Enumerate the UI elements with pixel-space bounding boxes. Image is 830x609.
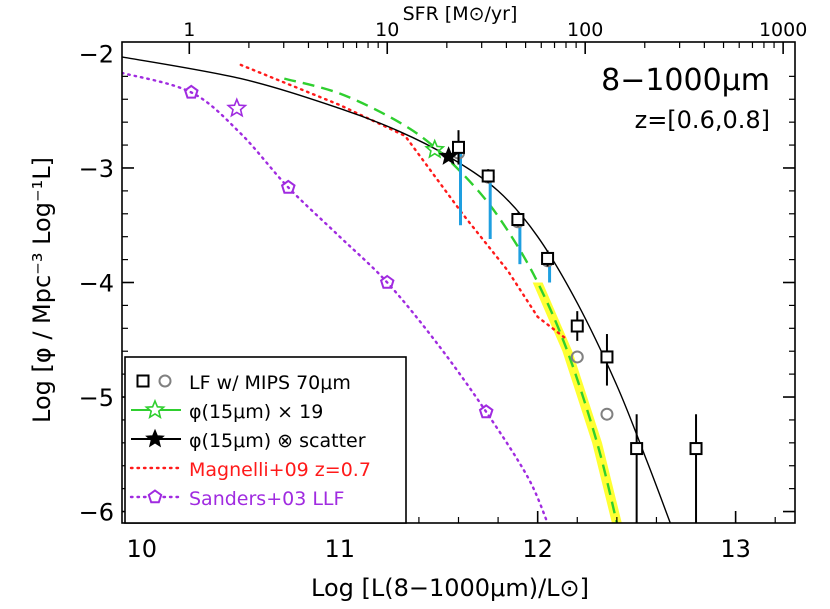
x-tick-label: 11 bbox=[324, 535, 355, 563]
grey-circle-4 bbox=[570, 350, 584, 364]
magnelli-line bbox=[239, 63, 569, 341]
mips-square-7 bbox=[689, 442, 703, 456]
mips-square-6 bbox=[630, 442, 644, 456]
plot-markers bbox=[183, 84, 703, 523]
x-tick-label: 13 bbox=[720, 535, 751, 563]
y-tick-label: −3 bbox=[79, 155, 114, 183]
legend-black-star-icon bbox=[145, 428, 165, 448]
sanders-llf-line bbox=[122, 71, 549, 523]
y-axis-label: Log [φ / Mpc⁻³ Log⁻¹L] bbox=[28, 157, 56, 423]
legend: LF w/ MIPS 70μm φ(15μm) × 19 φ(15μm) ⊗ sca… bbox=[124, 356, 407, 524]
phi15-scatter-star-0 bbox=[438, 146, 459, 165]
y-tick-label: −5 bbox=[79, 384, 114, 412]
legend-pentagon-icon bbox=[147, 489, 163, 504]
grey-circle-5 bbox=[600, 407, 614, 421]
sanders-pentagon-1 bbox=[280, 179, 296, 194]
sanders-pentagon-0 bbox=[183, 84, 199, 99]
mips-square-2 bbox=[511, 213, 525, 227]
legend-square-icon bbox=[136, 374, 150, 388]
x2-axis-label: SFR [M⊙/yr] bbox=[403, 3, 518, 25]
plot-axes: 10 11 12 13 −2 −3 −4 −5 −6 1 10 100 1000 bbox=[79, 19, 808, 563]
sanders-star-0 bbox=[226, 97, 248, 118]
x2-tick-label: 1 bbox=[183, 19, 195, 41]
x2-tick-label: 100 bbox=[567, 19, 603, 41]
x2-tick-label: 1000 bbox=[759, 19, 807, 41]
legend-label-sanders: Sanders+03 LLF bbox=[189, 488, 344, 510]
mips-square-4 bbox=[570, 319, 584, 333]
legend-label-phi15_scatter: φ(15μm) ⊗ scatter bbox=[189, 430, 366, 452]
green-fit-line bbox=[283, 77, 619, 523]
fit-uncertainty-band bbox=[532, 282, 622, 523]
sanders-pentagon-2 bbox=[379, 274, 395, 289]
x-tick-label: 12 bbox=[522, 535, 553, 563]
mips-square-0 bbox=[452, 140, 465, 154]
legend-label-magnelli: Magnelli+09 z=0.7 bbox=[189, 459, 371, 481]
sanders-pentagon-3 bbox=[478, 404, 494, 419]
mips-square-5 bbox=[600, 350, 614, 364]
mips-square-3 bbox=[541, 251, 555, 265]
chart-subtitle: z=[0.6,0.8] bbox=[635, 106, 770, 134]
legend-label-mips_lf: LF w/ MIPS 70μm bbox=[189, 372, 351, 394]
plot-fills bbox=[532, 282, 622, 523]
y-tick-label: −2 bbox=[79, 40, 114, 68]
chart-title: 8−1000μm bbox=[601, 63, 770, 98]
y-tick-label: −4 bbox=[79, 270, 114, 298]
black-fit-line bbox=[122, 56, 671, 523]
x-tick-label: 10 bbox=[127, 535, 158, 563]
plot-text: 8−1000μm z=[0.6,0.8] Log [L(8−1000μm)/L⊙… bbox=[28, 3, 770, 602]
legend-circle-icon bbox=[158, 374, 172, 388]
x-axis-label: Log [L(8−1000μm)/L⊙] bbox=[311, 574, 589, 602]
plot-lines bbox=[122, 56, 671, 523]
y-tick-label: −6 bbox=[79, 499, 114, 527]
phi15-star-0 bbox=[424, 138, 446, 159]
mips-square-1 bbox=[481, 169, 495, 183]
legend-label-phi15: φ(15μm) × 19 bbox=[189, 401, 323, 423]
x2-tick-label: 10 bbox=[375, 19, 399, 41]
legend-green-star-icon bbox=[144, 398, 166, 420]
